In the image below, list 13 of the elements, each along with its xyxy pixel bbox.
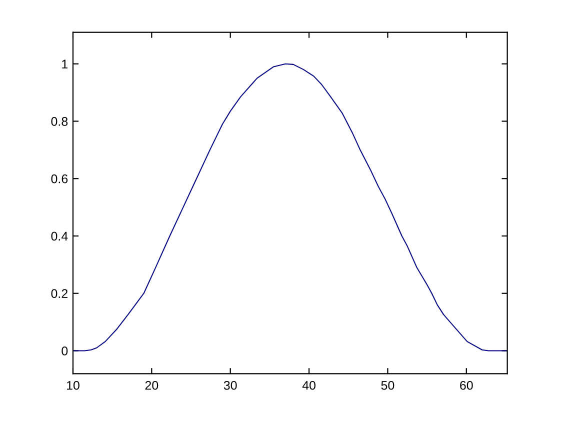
y-tick-label: 0.8 <box>51 117 68 126</box>
y-tick-label: 0.2 <box>51 289 68 298</box>
x-tick-label: 60 <box>460 380 473 390</box>
y-tick-label: 0.6 <box>51 174 68 184</box>
x-tick-label: 30 <box>224 380 237 390</box>
y-tick-label: 0.4 <box>51 232 68 241</box>
x-tick-label: 40 <box>302 380 316 390</box>
line-series <box>72 63 508 352</box>
x-tick-label: 50 <box>381 380 394 390</box>
y-tick-label: 0 <box>62 346 68 356</box>
x-tick-label: 20 <box>145 380 158 390</box>
x-tick-label: 10 <box>66 380 80 390</box>
y-tick-label: 1 <box>62 60 68 68</box>
